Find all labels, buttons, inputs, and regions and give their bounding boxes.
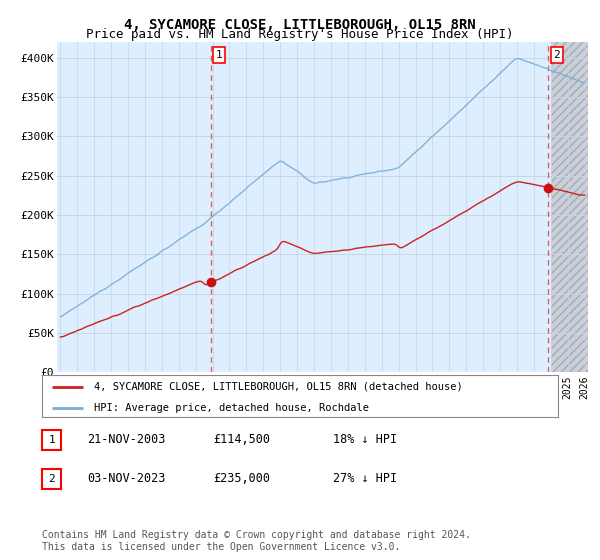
Text: £114,500: £114,500 [213,433,270,446]
Text: 27% ↓ HPI: 27% ↓ HPI [333,472,397,486]
Text: 21-NOV-2003: 21-NOV-2003 [87,433,166,446]
Text: 2: 2 [553,50,560,60]
Text: HPI: Average price, detached house, Rochdale: HPI: Average price, detached house, Roch… [94,403,368,413]
Text: 03-NOV-2023: 03-NOV-2023 [87,472,166,486]
Text: 18% ↓ HPI: 18% ↓ HPI [333,433,397,446]
Text: Price paid vs. HM Land Registry's House Price Index (HPI): Price paid vs. HM Land Registry's House … [86,28,514,41]
Text: 1: 1 [216,50,223,60]
Text: 1: 1 [48,435,55,445]
Text: 2: 2 [48,474,55,484]
Text: Contains HM Land Registry data © Crown copyright and database right 2024.
This d: Contains HM Land Registry data © Crown c… [42,530,471,552]
Bar [551,42,588,372]
Text: 4, SYCAMORE CLOSE, LITTLEBOROUGH, OL15 8RN: 4, SYCAMORE CLOSE, LITTLEBOROUGH, OL15 8… [124,18,476,32]
Text: 4, SYCAMORE CLOSE, LITTLEBOROUGH, OL15 8RN (detached house): 4, SYCAMORE CLOSE, LITTLEBOROUGH, OL15 8… [94,382,463,392]
Bar [551,42,588,372]
Text: £235,000: £235,000 [213,472,270,486]
